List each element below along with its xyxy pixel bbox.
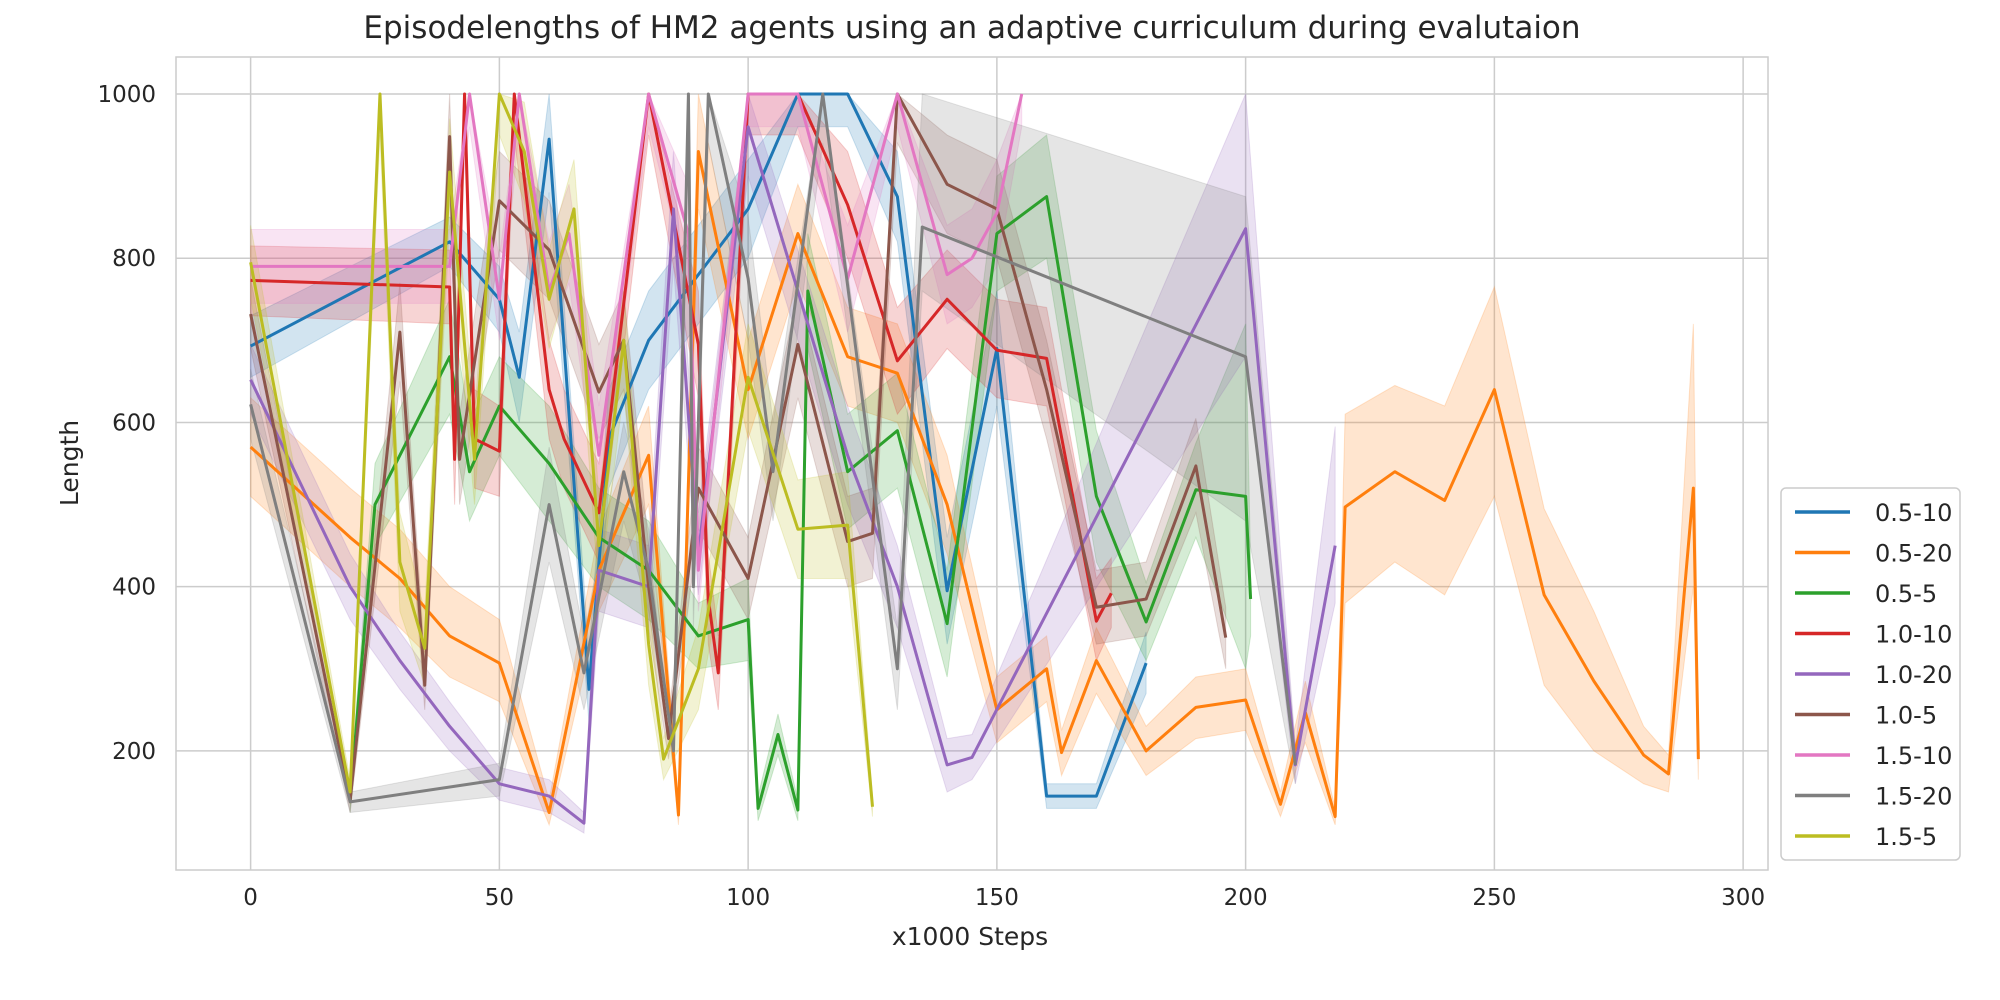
legend: 0.5-10 0.5-20 0.5-5 1.0-10 1.0-20 1.0-5 1.5-10… <box>1780 487 1961 861</box>
legend-label-0_5-10: 0.5-10 <box>1875 499 1952 527</box>
y-tick-label: 600 <box>112 410 156 436</box>
series-line-0_5-5 <box>348 195 1253 812</box>
tick-labels: 0 50 100 150 200 250 300 200 400 600 800 1000 <box>97 82 1765 911</box>
x-tick-label: 50 <box>485 885 514 911</box>
x-tick-label: 150 <box>975 885 1019 911</box>
series-line-1_5-5 <box>249 92 874 807</box>
legend-label-1_0-10: 1.0-10 <box>1875 621 1952 649</box>
x-axis-label: x1000 Steps <box>892 922 1048 951</box>
x-tick-label: 0 <box>243 885 258 911</box>
series-lines <box>249 92 1700 825</box>
series-line-1_0-20 <box>249 125 1337 825</box>
x-tick-label: 300 <box>1721 885 1765 911</box>
legend-label-1_5-5: 1.5-5 <box>1875 823 1937 851</box>
legend-box <box>1780 487 1961 861</box>
x-tick-label: 250 <box>1472 885 1516 911</box>
legend-label-1_5-10: 1.5-10 <box>1875 742 1952 770</box>
y-tick-label: 800 <box>112 246 156 272</box>
series-line-1_0-5 <box>249 92 1228 802</box>
legend-label-1_5-20: 1.5-20 <box>1875 783 1952 811</box>
series-line-0_5-10 <box>249 92 1148 798</box>
legend-label-1_0-20: 1.0-20 <box>1875 661 1952 689</box>
chart-title: Episodelengths of HM2 agents using an ad… <box>363 10 1580 46</box>
band-1_0-10 <box>250 93 1112 710</box>
y-tick-label: 1000 <box>97 82 156 108</box>
y-axis-label: Length <box>55 420 84 506</box>
series-line-0_5-20 <box>249 149 1700 819</box>
legend-label-0_5-20: 0.5-20 <box>1875 540 1952 568</box>
legend-label-1_0-5: 1.0-5 <box>1875 702 1937 730</box>
y-tick-label: 400 <box>112 575 156 601</box>
y-tick-label: 200 <box>112 739 156 765</box>
series-line-1_0-10 <box>250 92 1113 675</box>
band-0_5-20 <box>250 93 1699 827</box>
x-tick-label: 200 <box>1224 885 1268 911</box>
series-line-1_5-20 <box>249 92 1297 804</box>
legend-label-0_5-5: 0.5-5 <box>1875 580 1937 608</box>
x-tick-label: 100 <box>726 885 770 911</box>
